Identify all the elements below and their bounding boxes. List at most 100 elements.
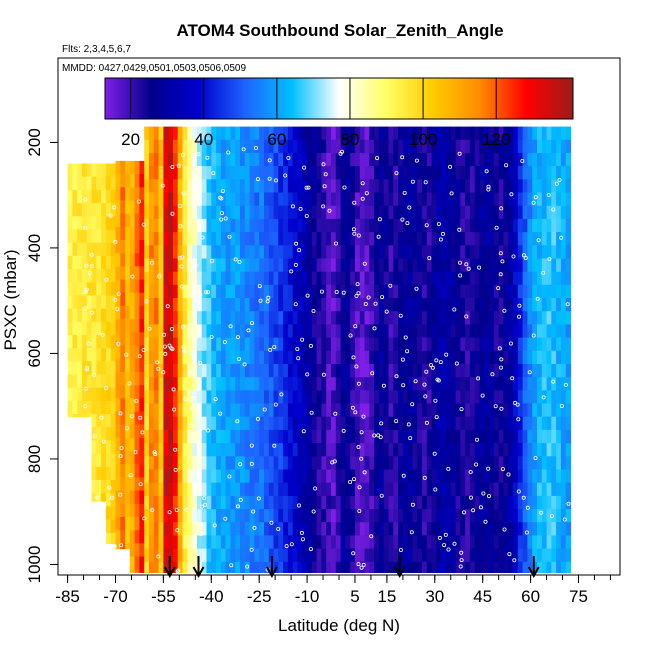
heatmap-cell [522, 350, 528, 365]
heatmap-cell [560, 153, 567, 167]
heatmap-cell [493, 390, 500, 405]
heatmap-cell [244, 232, 251, 246]
heatmap-cell [402, 377, 409, 391]
heatmap-cell [244, 403, 251, 418]
heatmap-cell [374, 258, 380, 273]
heatmap-cell [517, 509, 524, 523]
heatmap-cell [211, 126, 217, 141]
heatmap-cell [326, 311, 332, 325]
heatmap-cell [211, 456, 217, 471]
heatmap-cell [335, 403, 342, 418]
sample-marker [149, 260, 154, 265]
heatmap-cell [374, 403, 380, 418]
sample-marker [348, 479, 353, 484]
heatmap-cell [407, 403, 414, 418]
heatmap-cell [556, 126, 562, 141]
heatmap-cell [302, 495, 308, 510]
heatmap-cell [326, 284, 332, 299]
heatmap-cell [331, 561, 337, 573]
heatmap-cell [508, 403, 514, 418]
heatmap-cell [469, 561, 476, 573]
sample-marker [249, 461, 254, 466]
heatmap-cell [311, 429, 318, 444]
heatmap-cell [292, 522, 299, 536]
sample-marker [238, 497, 243, 502]
heatmap-cell [517, 561, 524, 573]
heatmap-cell [546, 126, 552, 141]
heatmap-cell [441, 548, 447, 563]
heatmap-cell [268, 522, 275, 536]
sample-marker [246, 328, 251, 333]
heatmap-cell [398, 482, 404, 497]
heatmap-cell [292, 179, 299, 194]
heatmap-cell [192, 126, 198, 141]
heatmap-cell [307, 548, 313, 563]
sample-marker [200, 235, 205, 240]
heatmap-cell [340, 548, 346, 563]
sample-marker [498, 251, 503, 256]
heatmap-cell [450, 311, 457, 325]
heatmap-cell [350, 166, 356, 180]
heatmap-cell [115, 490, 121, 505]
heatmap-cell [537, 218, 543, 233]
heatmap-cell [192, 456, 198, 471]
heatmap-cell [474, 205, 481, 220]
heatmap-cell [465, 271, 471, 286]
heatmap-cell [479, 482, 485, 497]
heatmap-cell [264, 548, 270, 563]
heatmap-cell [96, 308, 102, 323]
sample-marker [289, 269, 294, 274]
heatmap-cell [292, 350, 299, 365]
heatmap-cell [513, 218, 519, 233]
heatmap-cell [81, 282, 88, 296]
sample-marker [327, 208, 332, 213]
heatmap-cell [153, 245, 160, 260]
heatmap-cell [321, 416, 327, 431]
heatmap-cell [302, 403, 308, 418]
heatmap-cell [297, 139, 303, 154]
heatmap-cell [493, 258, 500, 273]
heatmap-cell [287, 403, 294, 418]
heatmap-cell [326, 192, 332, 207]
heatmap-cell [307, 311, 313, 325]
heatmap-cell [230, 218, 236, 233]
heatmap-cell [460, 535, 466, 550]
heatmap-cell [144, 166, 150, 180]
sample-marker [498, 272, 503, 277]
heatmap-cell [340, 218, 346, 233]
heatmap-cell [412, 245, 418, 260]
heatmap-cell [153, 205, 160, 220]
heatmap-cell [422, 284, 428, 299]
heatmap-cell [517, 416, 524, 431]
heatmap-cell [340, 205, 346, 220]
heatmap-cell [244, 139, 251, 154]
heatmap-cell [374, 232, 380, 246]
heatmap-cell [292, 139, 299, 154]
heatmap-cell [129, 213, 136, 228]
heatmap-cell [350, 271, 356, 286]
heatmap-cell [537, 284, 543, 299]
heatmap-cell [86, 242, 93, 257]
heatmap-cell [331, 284, 337, 299]
heatmap-cell [560, 561, 567, 573]
heatmap-cell [469, 258, 476, 273]
heatmap-cell [537, 153, 543, 167]
heatmap-cell [417, 548, 423, 563]
heatmap-cell [374, 179, 380, 194]
sample-marker [212, 523, 217, 528]
heatmap-cell [378, 284, 385, 299]
heatmap-cell [192, 509, 198, 523]
sample-marker [102, 533, 107, 538]
heatmap-cell [163, 443, 169, 457]
heatmap-cell [436, 495, 442, 510]
heatmap-cell [125, 490, 131, 505]
heatmap-cell [211, 139, 217, 154]
heatmap-cell [508, 364, 514, 378]
heatmap-cell [455, 153, 461, 167]
heatmap-cell [359, 390, 366, 405]
heatmap-cell [537, 548, 543, 563]
heatmap-cell [513, 271, 519, 286]
heatmap-cell [355, 416, 361, 431]
heatmap-cell [513, 350, 519, 365]
heatmap-cell [120, 332, 126, 347]
